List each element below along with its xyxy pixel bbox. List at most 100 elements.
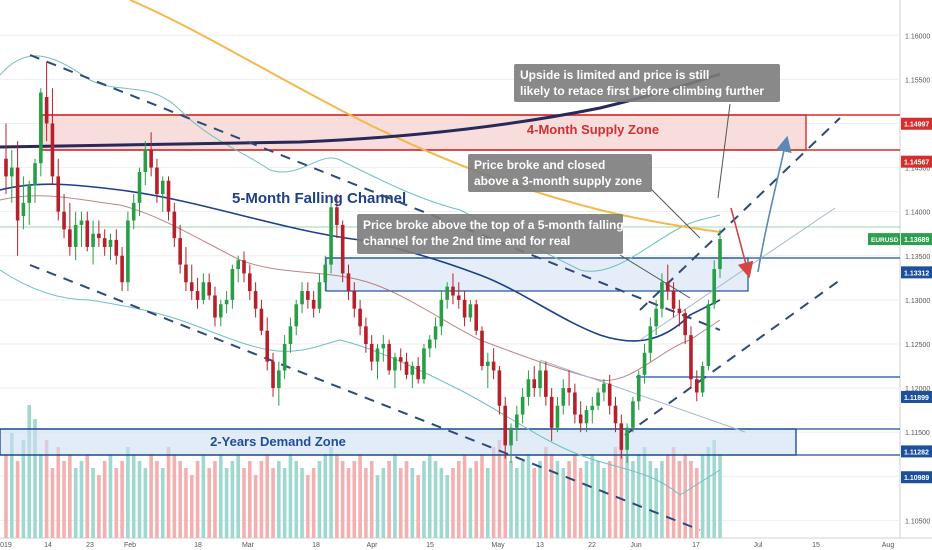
- volume-bar: [149, 454, 153, 538]
- volume-bar: [230, 461, 235, 538]
- candle: [393, 352, 397, 389]
- candle: [549, 388, 554, 441]
- candle: [503, 396, 508, 459]
- volume-bar: [265, 454, 270, 538]
- volume-bar: [271, 468, 275, 538]
- volume-bar: [189, 475, 194, 538]
- callout-upside-box: [514, 64, 780, 102]
- candle: [631, 396, 635, 433]
- candle: [445, 282, 449, 309]
- candle: [590, 396, 595, 424]
- volume-bar: [346, 468, 351, 538]
- volume-bar: [660, 461, 664, 538]
- volume-bar: [27, 405, 32, 538]
- candle: [398, 348, 403, 371]
- candle: [706, 299, 711, 371]
- volume-bar: [497, 440, 502, 538]
- volume-bar: [44, 440, 49, 538]
- candle: [189, 264, 194, 300]
- candle: [259, 299, 264, 336]
- axes: 1.160001.155001.150001.145001.140001.135…: [0, 33, 930, 549]
- candle: [317, 273, 322, 314]
- candle: [497, 366, 502, 415]
- volume-bar: [335, 454, 339, 538]
- candle: [515, 405, 519, 441]
- candle: [555, 396, 560, 433]
- callout-broke-box: [357, 214, 623, 254]
- candle: [520, 388, 525, 424]
- volume-bar: [596, 461, 600, 538]
- volume-bar: [218, 454, 223, 538]
- candle: [340, 220, 345, 283]
- volume-bar: [85, 454, 90, 538]
- x-tick-label: 2019: [0, 542, 12, 549]
- candle: [149, 132, 153, 177]
- candle: [97, 220, 101, 247]
- x-tick-label: Apr: [367, 542, 379, 549]
- volume-bar: [62, 461, 66, 538]
- candle: [62, 194, 66, 239]
- volume-bar: [433, 461, 438, 538]
- volume-bar: [468, 468, 473, 538]
- x-tick-label: 13: [536, 542, 544, 549]
- candle: [602, 379, 606, 402]
- candle: [294, 299, 299, 336]
- price-tags: 1.14997 1.14567 1.13689 1.13312 1.11899 1.112…: [868, 117, 932, 484]
- volume-bar: [387, 461, 391, 538]
- projection-down-arrow: [730, 207, 754, 279]
- volume-bar: [120, 461, 124, 538]
- trend-line-light-2: [539, 359, 746, 433]
- volume-bar: [79, 461, 84, 538]
- candle: [654, 299, 658, 336]
- bollinger-lower: [0, 269, 721, 496]
- y-tick-label: 1.12000: [905, 386, 930, 393]
- rising-channel-lower: [624, 279, 841, 436]
- candle: [491, 348, 496, 380]
- symbol-tag: EURUSD: [868, 233, 900, 246]
- candle: [474, 299, 478, 336]
- candle: [642, 343, 647, 384]
- volume-bar: [15, 461, 20, 538]
- candle: [85, 211, 90, 252]
- callout-closed-pointer: [649, 187, 701, 239]
- callout-broke-pointer: [619, 254, 691, 299]
- svg-text:1.11899: 1.11899: [904, 395, 929, 402]
- x-tick-label: Jul: [754, 542, 763, 549]
- volume-bar: [422, 461, 426, 538]
- volume-bar: [602, 468, 606, 538]
- volume-bar: [39, 454, 43, 538]
- candle: [329, 202, 333, 274]
- candle: [10, 149, 14, 203]
- callout-broke-text: Price broke above the top of a 5-month f…: [363, 218, 624, 248]
- candle: [207, 273, 211, 300]
- candle: [561, 379, 566, 415]
- candle: [480, 326, 484, 371]
- volume-bar: [91, 468, 95, 538]
- candle: [282, 335, 287, 380]
- candle: [102, 229, 107, 256]
- candle: [439, 291, 444, 336]
- candle: [288, 317, 293, 353]
- candle: [79, 211, 84, 247]
- candle: [422, 343, 426, 384]
- y-tick-label: 1.13000: [905, 298, 930, 305]
- candle: [718, 229, 722, 278]
- candle: [700, 361, 705, 397]
- volume-bar: [178, 461, 182, 538]
- candle: [265, 317, 270, 371]
- svg-text:1.14997: 1.14997: [904, 122, 929, 129]
- volume-bar: [381, 468, 386, 538]
- candle: [375, 343, 380, 380]
- volume-bar: [323, 454, 328, 538]
- y-tick-label: 1.12500: [905, 342, 930, 349]
- volume-bar: [648, 461, 653, 538]
- volume-bar: [242, 468, 246, 538]
- candle: [689, 326, 693, 389]
- x-tick-label: Mar: [242, 542, 255, 549]
- volume-bar: [549, 454, 554, 538]
- callout-upside-text: Upside is limited and price is still like…: [520, 68, 764, 98]
- volume-bar: [712, 440, 716, 538]
- svg-text:1.11282: 1.11282: [904, 449, 929, 456]
- supply-zone-label: 4-Month Supply Zone: [527, 122, 659, 137]
